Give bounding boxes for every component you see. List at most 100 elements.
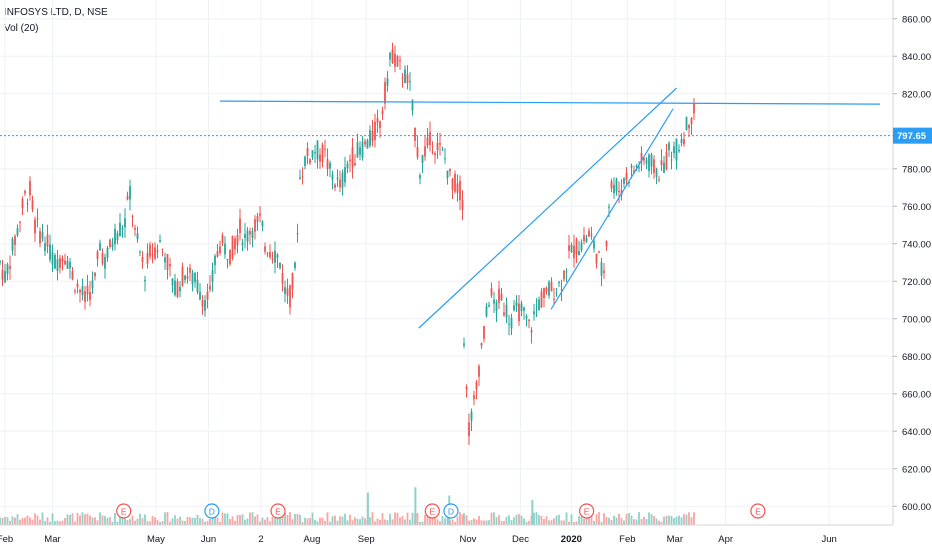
volume-bar xyxy=(34,513,36,525)
earnings-marker[interactable] xyxy=(116,503,132,519)
volume-bar xyxy=(241,514,244,525)
volume-bar xyxy=(194,517,196,525)
candle xyxy=(404,69,406,84)
candle xyxy=(9,266,11,269)
trendline[interactable] xyxy=(418,87,677,329)
volume-bar xyxy=(11,516,14,525)
candle xyxy=(144,279,146,282)
candle xyxy=(154,247,156,259)
volume-bar xyxy=(66,514,69,525)
volume-bar xyxy=(31,519,34,525)
volume-bar xyxy=(36,515,39,525)
trendline[interactable] xyxy=(550,108,674,310)
candle xyxy=(116,233,119,240)
volume-bar xyxy=(595,514,598,525)
volume-bar xyxy=(196,514,199,525)
volume-bar xyxy=(528,520,530,525)
volume-bar xyxy=(441,516,444,525)
candle xyxy=(56,259,59,271)
volume-bar xyxy=(279,515,281,525)
candle xyxy=(236,234,239,246)
candle xyxy=(149,244,151,257)
candle xyxy=(156,250,159,252)
volume-bar xyxy=(29,517,31,525)
volume-bar xyxy=(206,521,209,525)
volume-bar xyxy=(663,516,665,525)
volume-bar xyxy=(436,519,439,525)
candle xyxy=(653,159,655,173)
candle xyxy=(465,387,468,389)
candle xyxy=(475,381,478,390)
candle xyxy=(211,270,214,282)
volume-bar xyxy=(404,519,406,525)
dividend-marker[interactable] xyxy=(443,503,459,519)
candle xyxy=(414,127,416,141)
earnings-marker-label: E xyxy=(121,506,127,516)
volume-bar xyxy=(590,512,593,525)
volume-bar xyxy=(26,515,29,525)
candle xyxy=(196,279,199,293)
candle xyxy=(389,52,391,60)
volume-indicator-label[interactable]: Vol (20) xyxy=(4,23,39,34)
volume-bar xyxy=(336,520,339,525)
volume-bar xyxy=(184,520,186,525)
candle xyxy=(224,243,226,255)
volume-bar xyxy=(289,512,291,525)
volume-bar xyxy=(54,521,56,525)
candle xyxy=(54,255,56,269)
volume-bar xyxy=(291,519,294,525)
candle xyxy=(356,142,359,158)
volume-bar xyxy=(444,518,446,525)
volume-bar xyxy=(41,512,44,525)
volume-bar xyxy=(593,520,595,525)
candle xyxy=(683,139,685,145)
volume-bar xyxy=(503,520,505,525)
candle xyxy=(396,55,399,66)
candle xyxy=(359,147,361,155)
candle xyxy=(151,254,154,256)
candle xyxy=(421,154,424,163)
volume-bar xyxy=(454,521,456,525)
volume-bar xyxy=(545,516,548,525)
candle xyxy=(186,276,189,279)
volume-bar xyxy=(344,513,346,525)
volume-bar xyxy=(1,517,4,525)
volume-bar xyxy=(284,512,286,525)
earnings-marker[interactable] xyxy=(424,503,440,519)
candle xyxy=(279,262,281,269)
candle xyxy=(39,231,41,244)
volume-bar xyxy=(331,516,334,525)
candle xyxy=(176,281,179,297)
y-tick-label: 640.00 xyxy=(902,427,931,438)
volume-bar xyxy=(24,517,26,525)
volume-bar xyxy=(688,512,690,525)
volume-bar xyxy=(334,515,336,525)
candle xyxy=(214,255,216,266)
candle xyxy=(274,250,276,263)
volume-bar xyxy=(324,521,326,525)
volume-bar xyxy=(376,518,379,525)
volume-bar xyxy=(69,514,71,525)
y-tick-label: 660.00 xyxy=(902,389,931,400)
earnings-marker[interactable] xyxy=(750,503,766,519)
candle xyxy=(276,254,279,258)
candle xyxy=(523,307,525,311)
candle xyxy=(11,239,14,251)
candle xyxy=(16,228,19,236)
earnings-marker[interactable] xyxy=(270,503,286,519)
earnings-marker[interactable] xyxy=(579,503,595,519)
volume-bar xyxy=(256,514,259,525)
dividend-marker[interactable] xyxy=(204,503,220,519)
volume-bar xyxy=(286,514,289,525)
volume-bar xyxy=(613,515,615,525)
volume-bar xyxy=(406,512,409,525)
candle xyxy=(613,184,615,194)
candle xyxy=(21,199,24,209)
volume-bar xyxy=(615,517,618,525)
horizontal-resistance-line[interactable] xyxy=(219,100,881,105)
candle xyxy=(665,152,668,170)
candle xyxy=(291,273,294,290)
candle xyxy=(126,196,129,200)
candle xyxy=(86,285,89,295)
